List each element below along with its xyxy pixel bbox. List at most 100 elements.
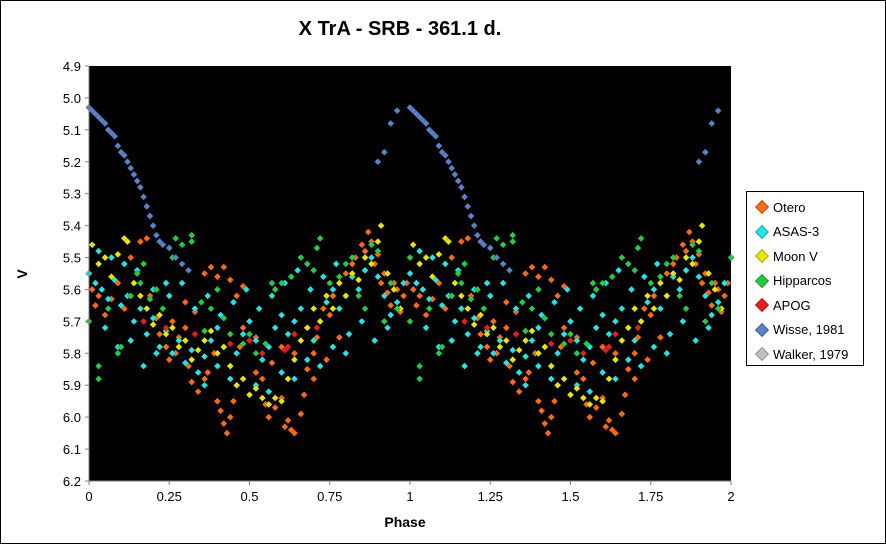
data-point bbox=[483, 343, 491, 351]
data-point bbox=[265, 387, 273, 396]
data-point bbox=[643, 355, 652, 364]
data-point bbox=[322, 298, 331, 306]
legend-swatch-icon bbox=[754, 322, 770, 337]
data-point bbox=[354, 276, 363, 284]
data-point bbox=[679, 241, 687, 249]
data-point bbox=[139, 362, 148, 370]
data-point bbox=[303, 324, 312, 332]
data-point bbox=[534, 285, 543, 294]
data-point bbox=[573, 368, 581, 377]
data-point bbox=[476, 330, 485, 338]
data-point bbox=[451, 170, 459, 179]
data-point bbox=[695, 247, 703, 255]
data-point bbox=[586, 387, 594, 396]
data-point bbox=[415, 247, 424, 255]
data-point bbox=[319, 304, 328, 313]
data-point bbox=[252, 336, 260, 345]
data-point bbox=[521, 269, 530, 278]
data-point bbox=[695, 237, 703, 246]
data-point bbox=[547, 276, 555, 284]
data-point bbox=[149, 320, 157, 329]
data-point bbox=[258, 375, 267, 383]
data-point bbox=[707, 119, 716, 128]
data-point bbox=[245, 336, 254, 345]
data-point bbox=[329, 343, 337, 351]
data-point bbox=[467, 295, 475, 303]
data-point bbox=[181, 298, 190, 306]
data-point bbox=[428, 253, 437, 262]
data-point bbox=[149, 221, 157, 230]
data-point bbox=[91, 301, 100, 310]
data-point bbox=[624, 365, 633, 374]
x-tick-label: 1.75 bbox=[638, 489, 663, 504]
data-point bbox=[290, 375, 299, 383]
data-point bbox=[663, 260, 671, 268]
data-point bbox=[515, 387, 523, 396]
data-point bbox=[178, 260, 186, 268]
data-point bbox=[332, 260, 340, 268]
data-point bbox=[204, 368, 212, 377]
data-point bbox=[547, 413, 555, 421]
data-point bbox=[130, 170, 138, 179]
data-point bbox=[284, 330, 292, 338]
data-point bbox=[207, 263, 215, 271]
data-point bbox=[560, 375, 568, 383]
data-point bbox=[441, 234, 450, 243]
data-point bbox=[711, 285, 719, 294]
data-point bbox=[104, 304, 113, 313]
data-point bbox=[518, 298, 527, 306]
data-point bbox=[553, 292, 562, 300]
data-point bbox=[534, 362, 543, 370]
data-point bbox=[447, 253, 456, 262]
data-point bbox=[120, 260, 129, 268]
data-point bbox=[220, 419, 228, 428]
legend-label: APOG bbox=[773, 297, 811, 313]
data-point bbox=[608, 272, 616, 281]
x-tick-label: 2 bbox=[727, 489, 734, 504]
data-point bbox=[547, 330, 555, 338]
data-point bbox=[281, 422, 289, 431]
data-point bbox=[492, 234, 501, 243]
data-point bbox=[136, 183, 145, 192]
data-point bbox=[573, 384, 581, 393]
data-point bbox=[187, 346, 196, 354]
data-point bbox=[573, 349, 581, 358]
data-point bbox=[309, 375, 318, 383]
data-point bbox=[220, 343, 228, 351]
data-point bbox=[508, 355, 517, 364]
data-point bbox=[515, 346, 523, 354]
data-point bbox=[358, 317, 366, 326]
data-point bbox=[165, 244, 174, 252]
data-point bbox=[576, 304, 584, 313]
data-point bbox=[168, 349, 177, 358]
data-point bbox=[643, 298, 652, 306]
data-point bbox=[682, 253, 690, 262]
data-point bbox=[123, 237, 132, 246]
data-point bbox=[245, 391, 254, 399]
legend-label: Otero bbox=[773, 199, 806, 215]
data-point bbox=[643, 292, 652, 300]
data-point bbox=[329, 304, 337, 313]
data-point bbox=[358, 241, 366, 249]
data-point bbox=[630, 266, 639, 275]
data-point bbox=[714, 106, 722, 115]
data-point bbox=[560, 330, 568, 338]
data-point bbox=[422, 324, 430, 332]
data-point bbox=[630, 375, 639, 383]
data-point bbox=[553, 349, 562, 358]
data-point bbox=[425, 304, 434, 313]
legend-item: Moon V bbox=[754, 247, 818, 265]
data-point bbox=[637, 362, 645, 370]
data-point bbox=[476, 237, 485, 246]
data-point bbox=[287, 272, 295, 281]
data-point bbox=[348, 269, 356, 278]
y-tick-label: 6.2 bbox=[63, 474, 81, 489]
data-point bbox=[528, 336, 536, 345]
data-point bbox=[110, 132, 119, 140]
data-point bbox=[322, 355, 331, 364]
data-point bbox=[528, 327, 536, 335]
data-point bbox=[146, 295, 154, 303]
data-point bbox=[682, 304, 690, 313]
data-point bbox=[345, 330, 353, 338]
data-point bbox=[691, 336, 700, 345]
